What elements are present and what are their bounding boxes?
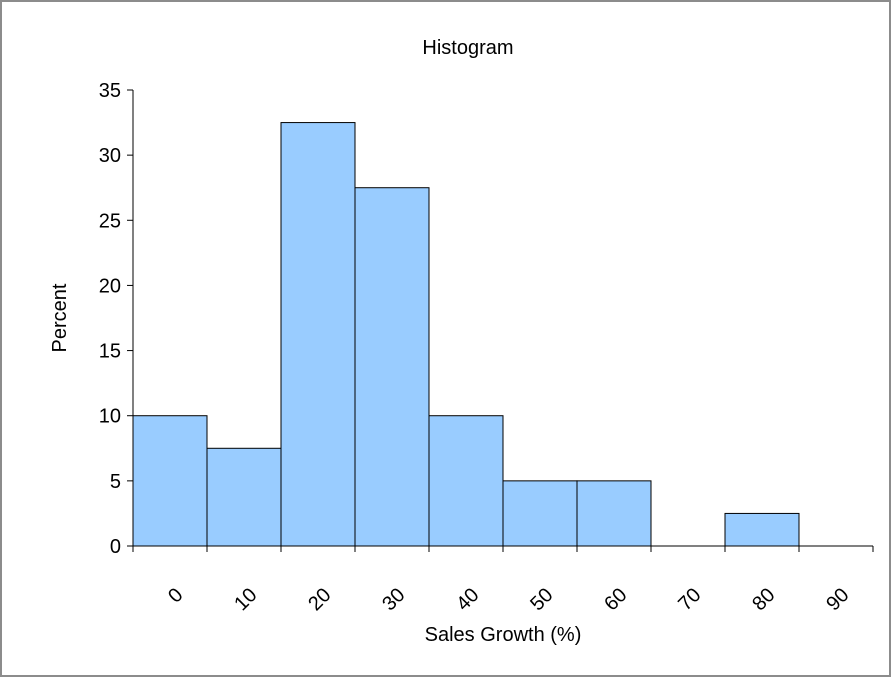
y-tick-label: 10 <box>99 406 121 428</box>
bars-group <box>132 122 800 547</box>
y-tick-label: 15 <box>99 341 121 363</box>
histogram-bar-0 <box>132 415 208 547</box>
x-tick-label: 10 <box>230 584 261 615</box>
histogram-bar-60 <box>576 480 652 547</box>
y-tick-label: 30 <box>99 145 121 167</box>
y-tick-label: 35 <box>99 80 121 102</box>
y-tick-label: 20 <box>99 275 121 297</box>
x-tick-label: 30 <box>378 584 409 615</box>
y-tick-label: 0 <box>110 536 121 558</box>
x-axis-title: Sales Growth (%) <box>425 624 582 646</box>
y-axis-ticks: 0 5 10 15 20 25 30 35 <box>99 80 133 558</box>
histogram-bar-50 <box>502 480 578 547</box>
x-tick-label: 60 <box>600 584 631 615</box>
x-tick-label: 50 <box>526 584 557 615</box>
x-tick-label: 80 <box>748 584 779 615</box>
y-tick-label: 25 <box>99 210 121 232</box>
x-tick-label: 0 <box>164 584 187 607</box>
histogram-bar-20 <box>280 122 356 547</box>
histogram-bar-30 <box>354 187 430 547</box>
x-axis-ticks: 0 10 20 30 40 50 60 70 80 90 <box>132 546 874 615</box>
y-tick-label: 5 <box>110 471 121 493</box>
histogram-bar-40 <box>428 415 504 547</box>
histogram-bar-10 <box>206 447 282 547</box>
histogram-bar-80 <box>724 512 800 547</box>
chart-title: Histogram <box>422 37 513 59</box>
x-tick-label: 70 <box>674 584 705 615</box>
y-axis-title: Percent <box>49 283 71 352</box>
x-tick-label: 40 <box>452 584 483 615</box>
x-tick-label: 90 <box>822 584 853 615</box>
x-tick-label: 20 <box>304 584 335 615</box>
